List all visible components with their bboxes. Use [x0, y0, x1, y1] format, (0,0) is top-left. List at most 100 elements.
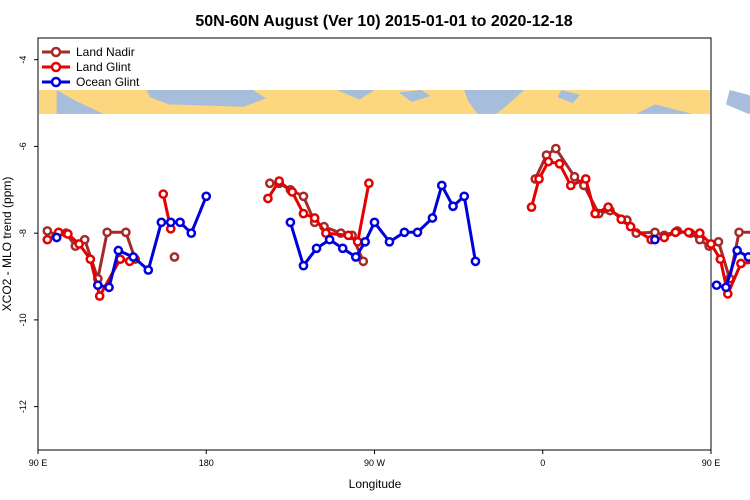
data-point-land-glint: [706, 239, 716, 249]
data-point-ocean-glint: [324, 234, 335, 245]
map-ocean: [56, 90, 104, 114]
data-point-ocean-glint: [360, 236, 371, 247]
data-point-land-glint: [565, 180, 576, 191]
data-point-land-glint: [274, 176, 285, 186]
map-ocean: [725, 90, 750, 114]
data-point-land-glint: [736, 258, 746, 269]
legend-item-ocean-glint: Ocean Glint: [42, 75, 140, 89]
data-point-land-glint: [287, 187, 298, 197]
data-point-land-nadir: [264, 178, 275, 189]
data-point-land-nadir: [102, 227, 113, 238]
data-point-ocean-glint: [186, 228, 197, 239]
data-point-ocean-glint: [201, 191, 212, 202]
y-tick-label: -4: [18, 56, 28, 64]
data-point-land-glint: [63, 229, 73, 239]
series-line-ocean-glint: [97, 195, 208, 289]
data-point-ocean-glint: [721, 282, 731, 293]
map-ocean: [398, 90, 431, 102]
data-point-land-glint: [309, 213, 320, 223]
data-point-ocean-glint: [337, 243, 348, 254]
legend-label: Ocean Glint: [76, 75, 140, 89]
data-point-ocean-glint: [298, 260, 309, 271]
data-point-ocean-glint: [743, 252, 750, 262]
map-ocean: [636, 104, 693, 114]
data-point-ocean-glint: [165, 217, 176, 228]
x-axis-label: Longitude: [349, 477, 402, 491]
data-point-land-nadir: [734, 227, 744, 238]
data-point-ocean-glint: [285, 217, 296, 228]
data-point-land-glint: [603, 202, 614, 212]
data-point-land-nadir: [169, 252, 180, 262]
data-point-land-glint: [526, 202, 537, 212]
data-point-ocean-glint: [128, 252, 139, 262]
data-point-land-nadir: [569, 171, 580, 182]
y-tick-label: -6: [18, 142, 28, 150]
data-point-land-glint: [534, 174, 544, 184]
series-land-glint: [42, 156, 750, 301]
data-point-land-nadir: [298, 191, 309, 202]
series-line-ocean-glint: [288, 183, 477, 268]
data-point-ocean-glint: [311, 243, 322, 254]
data-point-land-glint: [298, 208, 309, 219]
map-ocean: [557, 90, 581, 104]
chart-title: 50N-60N August (Ver 10) 2015-01-01 to 20…: [195, 13, 572, 30]
data-point-land-glint: [94, 291, 105, 301]
data-point-land-glint: [352, 236, 363, 247]
data-point-land-glint: [659, 232, 670, 243]
data-point-land-glint: [590, 208, 600, 219]
y-axis-label: XCO2 - MLO trend (ppm): [0, 177, 14, 312]
data-point-ocean-glint: [732, 245, 743, 256]
data-point-land-glint: [625, 221, 636, 232]
data-point-land-nadir: [550, 143, 561, 154]
data-point-ocean-glint: [650, 234, 660, 245]
series-layer: [42, 143, 750, 301]
data-point-land-nadir: [713, 236, 724, 247]
data-point-ocean-glint: [384, 236, 395, 247]
map-ocean: [337, 90, 375, 100]
legend-marker: [50, 61, 62, 73]
legend-label: Land Nadir: [76, 45, 135, 59]
x-tick-label: 180: [199, 458, 214, 468]
data-point-land-glint: [554, 158, 565, 169]
x-tick-label: 90 E: [702, 458, 721, 468]
data-point-ocean-glint: [113, 245, 124, 256]
data-point-ocean-glint: [104, 282, 114, 293]
data-point-ocean-glint: [427, 213, 438, 223]
y-tick-label: -10: [18, 313, 28, 326]
data-point-land-glint: [543, 156, 554, 167]
data-point-land-glint: [683, 227, 694, 238]
data-point-ocean-glint: [175, 217, 185, 228]
data-point-land-glint: [263, 193, 273, 204]
y-axis: -12 -10 -8 -6 -4: [18, 56, 38, 413]
data-point-ocean-glint: [412, 227, 423, 238]
data-point-land-glint: [364, 178, 374, 189]
data-point-land-nadir: [42, 226, 53, 236]
data-point-land-nadir: [121, 227, 131, 238]
x-tick-label: 90 W: [364, 458, 386, 468]
legend-item-land-nadir: Land Nadir: [42, 45, 135, 59]
data-point-ocean-glint: [448, 201, 458, 212]
data-point-ocean-glint: [51, 232, 62, 243]
series-ocean-glint: [51, 180, 750, 293]
data-point-ocean-glint: [436, 180, 447, 191]
map-ocean: [464, 90, 525, 114]
data-point-land-glint: [74, 239, 84, 249]
data-point-land-glint: [158, 189, 169, 199]
world-map-strip: [39, 90, 750, 114]
data-point-ocean-glint: [711, 280, 722, 291]
data-point-ocean-glint: [399, 227, 410, 238]
legend-marker: [50, 46, 62, 58]
data-point-land-glint: [670, 227, 681, 238]
data-point-land-glint: [715, 254, 726, 265]
map-ocean: [146, 90, 267, 107]
data-point-ocean-glint: [459, 191, 470, 202]
data-point-ocean-glint: [350, 252, 361, 262]
data-point-ocean-glint: [470, 256, 481, 267]
map-land: [39, 90, 710, 114]
x-tick-label: 0: [540, 458, 545, 468]
data-point-land-glint: [85, 254, 96, 265]
data-point-land-glint: [694, 228, 705, 239]
series-line-land-glint: [530, 160, 750, 296]
